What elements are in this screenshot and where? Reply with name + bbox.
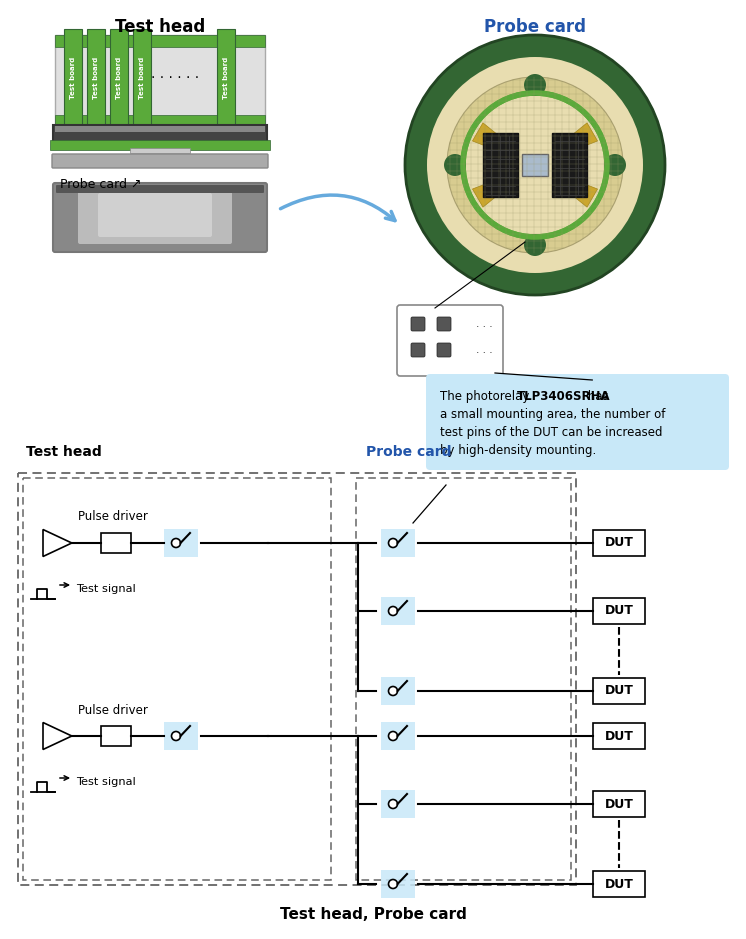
FancyBboxPatch shape [164, 722, 198, 750]
Polygon shape [472, 177, 510, 208]
FancyBboxPatch shape [426, 374, 729, 470]
FancyBboxPatch shape [53, 183, 267, 252]
Circle shape [172, 731, 181, 741]
Text: Probe card: Probe card [366, 445, 451, 459]
FancyBboxPatch shape [411, 343, 425, 357]
FancyBboxPatch shape [55, 35, 265, 125]
Circle shape [389, 607, 398, 615]
FancyBboxPatch shape [593, 723, 645, 749]
Text: Test head, Probe card: Test head, Probe card [280, 907, 466, 922]
Polygon shape [43, 722, 72, 749]
FancyBboxPatch shape [437, 343, 451, 357]
FancyBboxPatch shape [110, 29, 128, 128]
FancyBboxPatch shape [381, 790, 415, 818]
FancyBboxPatch shape [53, 125, 267, 143]
Circle shape [405, 35, 665, 295]
Circle shape [444, 154, 466, 176]
Text: Test signal: Test signal [76, 584, 136, 594]
FancyBboxPatch shape [55, 126, 265, 132]
Text: TLP3406SRHA: TLP3406SRHA [517, 390, 611, 403]
Circle shape [427, 57, 643, 273]
Text: test pins of the DUT can be increased: test pins of the DUT can be increased [440, 426, 662, 439]
FancyBboxPatch shape [64, 29, 82, 128]
Text: Test board: Test board [116, 57, 122, 100]
Circle shape [524, 74, 546, 96]
Circle shape [172, 538, 181, 547]
FancyBboxPatch shape [130, 148, 190, 153]
FancyBboxPatch shape [55, 115, 265, 125]
Text: · · · · · ·: · · · · · · [151, 71, 199, 85]
FancyBboxPatch shape [381, 529, 415, 557]
FancyBboxPatch shape [381, 722, 415, 750]
FancyBboxPatch shape [381, 870, 415, 898]
FancyBboxPatch shape [411, 317, 425, 331]
Text: DUT: DUT [604, 685, 633, 698]
FancyArrowPatch shape [280, 195, 395, 221]
FancyBboxPatch shape [50, 140, 270, 150]
FancyBboxPatch shape [164, 529, 198, 557]
FancyBboxPatch shape [483, 133, 518, 197]
Text: Test board: Test board [70, 57, 76, 100]
Text: Test head: Test head [26, 445, 101, 459]
Text: Test board: Test board [223, 57, 229, 100]
FancyBboxPatch shape [98, 193, 212, 237]
FancyBboxPatch shape [381, 597, 415, 625]
FancyBboxPatch shape [101, 533, 131, 553]
FancyBboxPatch shape [101, 726, 131, 746]
Text: Test board: Test board [139, 57, 145, 100]
FancyBboxPatch shape [381, 677, 415, 705]
FancyBboxPatch shape [593, 791, 645, 817]
Text: Pulse driver: Pulse driver [78, 511, 148, 524]
FancyBboxPatch shape [552, 133, 587, 197]
Text: DUT: DUT [604, 536, 633, 549]
Circle shape [447, 77, 623, 253]
Text: Test board: Test board [93, 57, 99, 100]
Circle shape [389, 538, 398, 547]
Text: by high-density mounting.: by high-density mounting. [440, 444, 596, 457]
Circle shape [604, 154, 626, 176]
Polygon shape [560, 123, 598, 154]
FancyBboxPatch shape [133, 29, 151, 128]
Text: DUT: DUT [604, 605, 633, 618]
FancyBboxPatch shape [55, 35, 265, 47]
Text: DUT: DUT [604, 730, 633, 743]
Text: · · ·: · · · [476, 348, 492, 358]
Circle shape [389, 731, 398, 741]
FancyBboxPatch shape [52, 154, 268, 168]
Text: DUT: DUT [604, 797, 633, 810]
FancyBboxPatch shape [593, 678, 645, 704]
FancyBboxPatch shape [593, 530, 645, 556]
Text: The photorelay: The photorelay [440, 390, 533, 403]
Polygon shape [43, 530, 72, 557]
FancyBboxPatch shape [78, 188, 232, 244]
FancyBboxPatch shape [522, 154, 548, 176]
Text: a small mounting area, the number of: a small mounting area, the number of [440, 408, 665, 421]
FancyBboxPatch shape [397, 305, 503, 376]
Text: · · ·: · · · [476, 322, 492, 332]
FancyBboxPatch shape [593, 871, 645, 897]
Circle shape [389, 799, 398, 808]
FancyBboxPatch shape [217, 29, 235, 128]
Circle shape [463, 93, 607, 237]
Circle shape [524, 234, 546, 256]
Text: Probe card: Probe card [484, 18, 586, 36]
Circle shape [389, 880, 398, 888]
FancyBboxPatch shape [593, 598, 645, 624]
Polygon shape [472, 123, 510, 154]
FancyBboxPatch shape [56, 185, 264, 193]
Text: Pulse driver: Pulse driver [78, 703, 148, 716]
Text: DUT: DUT [604, 878, 633, 890]
Circle shape [389, 686, 398, 696]
Text: Test head: Test head [115, 18, 205, 36]
Polygon shape [560, 177, 598, 208]
FancyBboxPatch shape [437, 317, 451, 331]
Text: has: has [584, 390, 609, 403]
Text: Test signal: Test signal [76, 777, 136, 787]
FancyBboxPatch shape [87, 29, 105, 128]
Text: Probe card ↗: Probe card ↗ [60, 178, 142, 191]
